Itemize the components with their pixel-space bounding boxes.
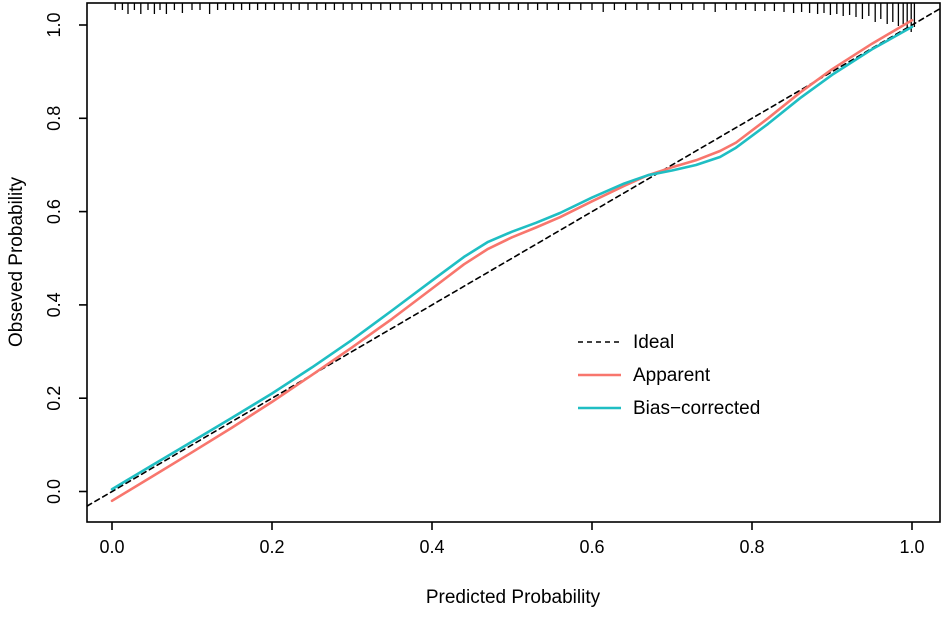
bias-corrected-line [110, 25, 914, 491]
legend-label: Apparent [633, 365, 711, 386]
legend-label: Ideal [633, 332, 674, 353]
x-axis-title: Predicted Probability [426, 587, 601, 608]
y-tick-label: 1.0 [44, 12, 64, 37]
x-tick-label: 0.0 [99, 537, 124, 557]
y-tick-label: 0.8 [44, 106, 64, 131]
y-tick-label: 0.6 [44, 199, 64, 224]
x-tick-label: 1.0 [899, 537, 924, 557]
y-tick-label: 0.4 [44, 292, 64, 317]
x-tick-label: 0.4 [419, 537, 444, 557]
y-axis-title: Obseved Probability [6, 176, 27, 347]
ideal-line [86, 7, 941, 507]
apparent-line [110, 18, 914, 503]
legend-label: Bias−corrected [633, 398, 760, 419]
y-tick-label: 0.0 [44, 479, 64, 504]
plot-box [86, 2, 941, 523]
y-tick-label: 0.2 [44, 386, 64, 411]
x-tick-label: 0.2 [259, 537, 284, 557]
x-tick-label: 0.8 [739, 537, 764, 557]
x-tick-label: 0.6 [579, 537, 604, 557]
